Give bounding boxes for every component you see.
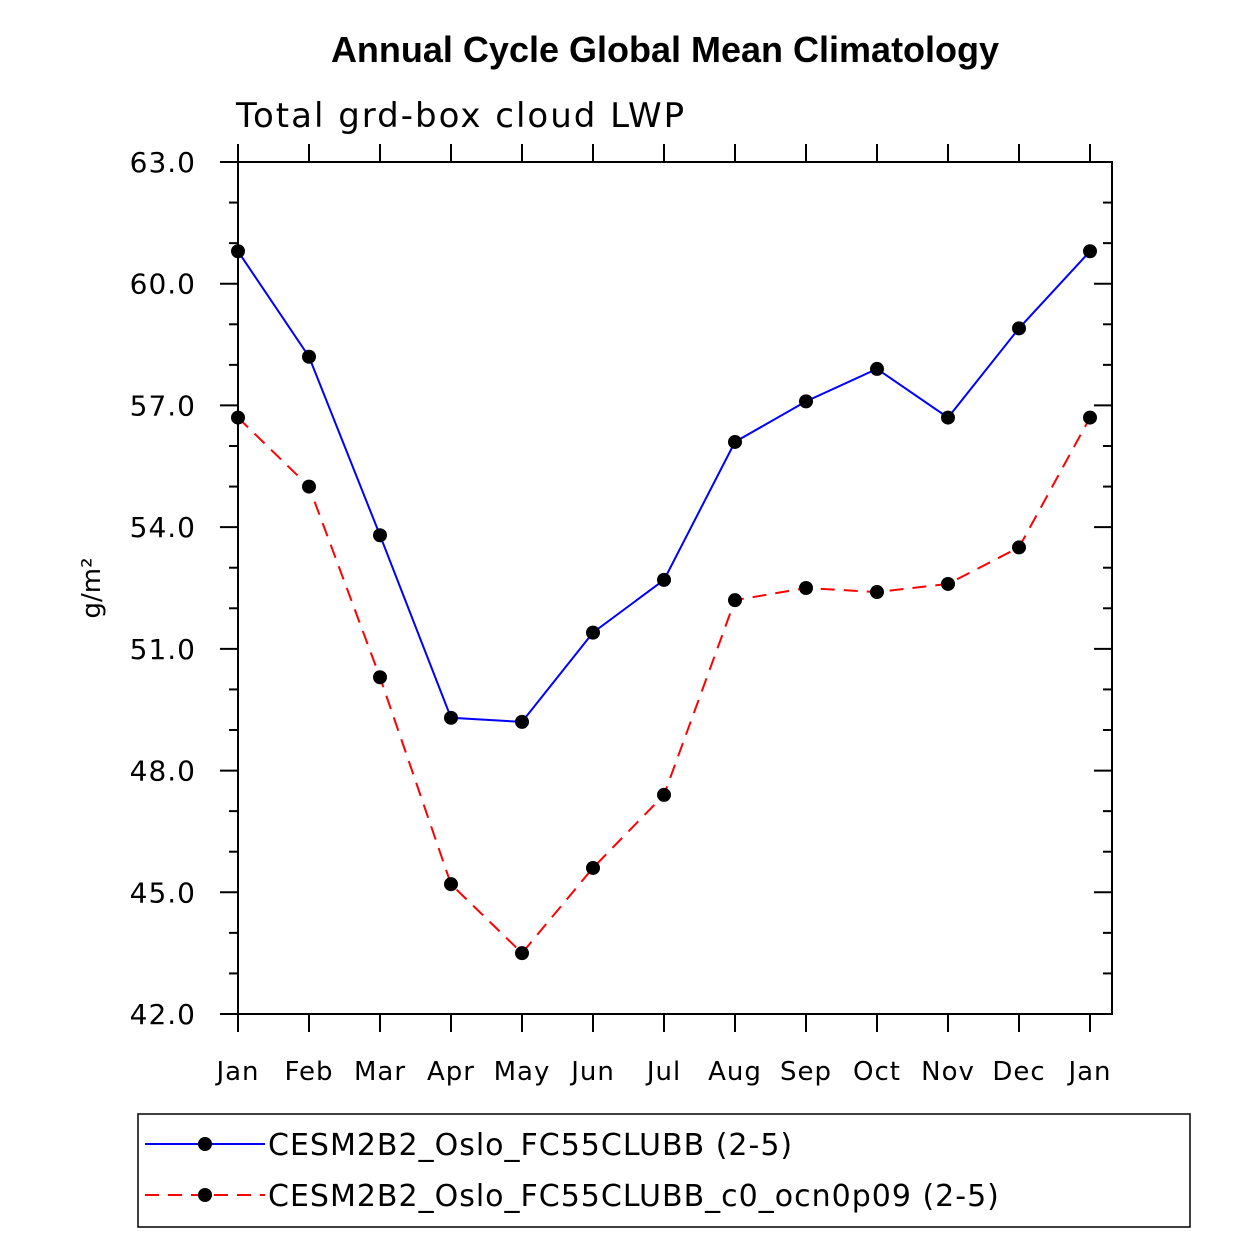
y-tick-label: 51.0	[130, 633, 196, 666]
y-tick-label: 57.0	[130, 389, 196, 422]
legend-box	[137, 1113, 1191, 1228]
x-tick-label: Nov	[921, 1057, 975, 1087]
series-1-point	[515, 714, 529, 729]
y-tick-label: 42.0	[130, 998, 196, 1031]
legend-marker-1	[198, 1137, 212, 1151]
x-tick-label: Dec	[992, 1057, 1045, 1087]
x-tick-label: Jan	[1066, 1057, 1111, 1087]
legend-marker-2	[198, 1188, 212, 1202]
series-2-point	[373, 670, 387, 685]
x-tick-label: Jan	[214, 1057, 259, 1087]
y-tick-label: 45.0	[130, 876, 196, 909]
series-2-point	[1083, 410, 1097, 425]
series-1-point	[941, 410, 955, 425]
series-1-point	[444, 710, 458, 725]
series-1-point	[302, 349, 316, 364]
y-axis-label: g/m²	[77, 557, 107, 618]
series-layer	[231, 244, 1097, 961]
series-line-1	[237, 250, 1091, 723]
series-2-point	[728, 593, 742, 608]
series-2-point	[231, 410, 245, 425]
series-2-point	[444, 877, 458, 892]
series-2-point	[941, 576, 955, 591]
x-tick-label: Apr	[427, 1057, 475, 1087]
series-1-point	[1012, 321, 1026, 336]
x-tick-label: Oct	[853, 1057, 901, 1087]
legend-label-1: CESM2B2_Oslo_FC55CLUBB (2-5)	[268, 1128, 793, 1163]
series-2-point	[586, 860, 600, 875]
y-tick-labels: 42.0 45.0 48.0 51.0 54.0 57.0 60.0 63.0	[130, 146, 196, 1031]
series-2-point	[657, 787, 671, 802]
series-2-point	[302, 479, 316, 494]
series-1-point	[799, 394, 813, 409]
y-tick-label: 54.0	[130, 511, 196, 544]
x-tick-label: Mar	[354, 1057, 406, 1087]
series-1-point	[1083, 244, 1097, 259]
series-1-point	[373, 528, 387, 543]
plot-frame	[237, 161, 1113, 1015]
x-tick-label: May	[494, 1057, 551, 1087]
y-tick-label: 63.0	[130, 146, 196, 179]
series-2-point	[870, 585, 884, 600]
x-tick-label: Feb	[284, 1057, 333, 1087]
series-1-point	[657, 572, 671, 587]
x-tick-labels: Jan Feb Mar Apr May Jun Jul Aug Sep Oct Nov Dec Jan	[214, 1057, 1111, 1087]
series-1-point	[231, 244, 245, 259]
chart-subtitle: Total grd-box cloud LWP	[235, 96, 686, 136]
series-1-point	[586, 625, 600, 640]
axis-ticks	[220, 144, 1112, 1032]
x-tick-label: Jul	[645, 1057, 681, 1087]
x-tick-label: Aug	[708, 1057, 762, 1087]
y-tick-label: 48.0	[130, 755, 196, 788]
series-2-point	[1012, 540, 1026, 555]
series-2-point	[799, 581, 813, 595]
legend-label-2: CESM2B2_Oslo_FC55CLUBB_c0_ocn0p09 (2-5)	[268, 1179, 1000, 1214]
series-2-point	[515, 946, 529, 961]
x-tick-label: Jun	[569, 1057, 615, 1087]
series-1-point	[870, 361, 884, 376]
chart-title: Annual Cycle Global Mean Climatology	[331, 29, 999, 70]
series-1-point	[728, 434, 742, 449]
x-tick-label: Sep	[780, 1057, 832, 1087]
y-tick-label: 60.0	[130, 268, 196, 301]
legend: CESM2B2_Oslo_FC55CLUBB (2-5) CESM2B2_Oslo…	[137, 1113, 1191, 1228]
